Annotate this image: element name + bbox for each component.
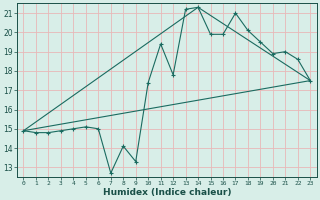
X-axis label: Humidex (Indice chaleur): Humidex (Indice chaleur) bbox=[103, 188, 231, 197]
